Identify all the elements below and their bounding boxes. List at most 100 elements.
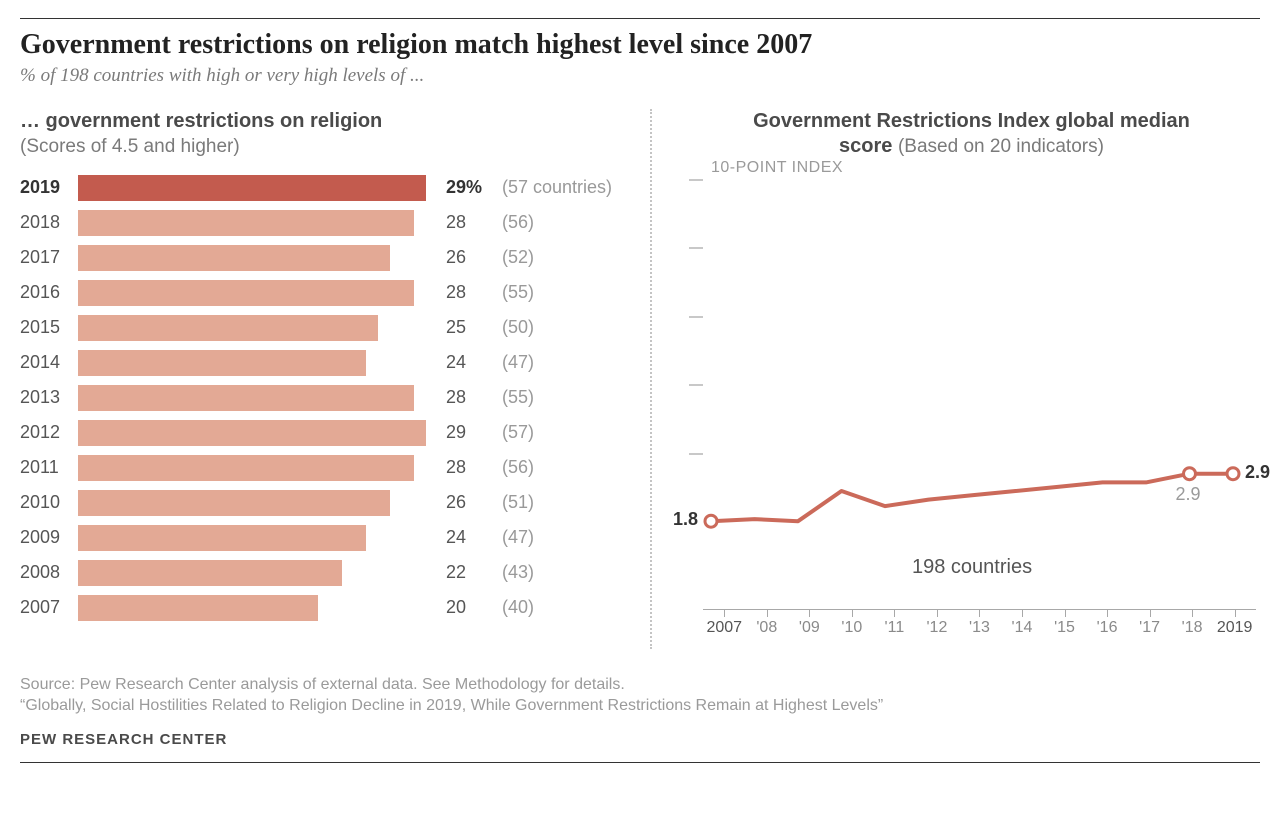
- x-tick-label: '11: [873, 619, 916, 637]
- x-tick-label: 2019: [1213, 619, 1256, 637]
- report-title-quote: “Globally, Social Hostilities Related to…: [20, 697, 1260, 715]
- bar-fill: [78, 245, 390, 271]
- bar-fill: [78, 420, 426, 446]
- bar-row: 2012 29(57): [20, 417, 620, 448]
- bar-year-label: 2009: [20, 527, 78, 548]
- bar-count-label: (40): [498, 597, 534, 618]
- bar-track: [78, 210, 438, 236]
- bar-value-label: 29%: [438, 177, 498, 198]
- bar-track: [78, 595, 438, 621]
- bar-fill: [78, 280, 414, 306]
- line-point-label: 1.8: [673, 509, 698, 530]
- bar-value-label: 20: [438, 597, 498, 618]
- bar-row: 2017 26(52): [20, 242, 620, 273]
- bar-fill: [78, 455, 414, 481]
- bar-year-label: 2008: [20, 562, 78, 583]
- bar-fill: [78, 315, 378, 341]
- x-tick-label: '09: [788, 619, 831, 637]
- bar-row: 2018 28(56): [20, 207, 620, 238]
- bar-value-label: 26: [438, 247, 498, 268]
- bar-value-label: 24: [438, 352, 498, 373]
- bar-value-label: 24: [438, 527, 498, 548]
- x-tick-label: '15: [1043, 619, 1086, 637]
- bar-track: [78, 420, 438, 446]
- bar-track: [78, 455, 438, 481]
- bar-row: 2009 24(47): [20, 522, 620, 553]
- bar-year-label: 2017: [20, 247, 78, 268]
- bar-track: [78, 490, 438, 516]
- line-chart-panel: Government Restrictions Index global med…: [653, 109, 1260, 649]
- top-rule: [20, 18, 1260, 19]
- bar-row: 201628(55): [20, 277, 620, 308]
- bar-year-label: 2019: [20, 177, 78, 198]
- panels-container: … government restrictions on religion (S…: [20, 109, 1260, 649]
- bar-count-label: (57): [498, 422, 534, 443]
- bar-year-label: 2016: [20, 282, 78, 303]
- bar-year-label: 2011: [20, 457, 78, 478]
- bar-count-label: (43): [498, 562, 534, 583]
- bar-count-label: (57 countries): [498, 177, 612, 198]
- x-tick-label: '18: [1171, 619, 1214, 637]
- bar-row: 2007 20(40): [20, 592, 620, 623]
- bar-track: [78, 245, 438, 271]
- x-tick-label: 2007: [703, 619, 746, 637]
- bar-year-label: 2010: [20, 492, 78, 513]
- chart-title: Government restrictions on religion matc…: [20, 29, 1260, 61]
- left-panel-subhead: (Scores of 4.5 and higher): [20, 136, 620, 158]
- right-panel-heading-line1: Government Restrictions Index global med…: [753, 110, 1190, 132]
- chart-subtitle: % of 198 countries with high or very hig…: [20, 65, 1260, 87]
- bar-fill: [78, 525, 366, 551]
- bar-value-label: 28: [438, 387, 498, 408]
- bar-value-label: 22: [438, 562, 498, 583]
- bar-count-label: (56): [498, 212, 534, 233]
- bar-value-label: 28: [438, 457, 498, 478]
- line-point-label: 2.9: [1176, 484, 1201, 505]
- bar-row: 2019 29%(57 countries): [20, 172, 620, 203]
- right-panel-heading-line2a: score: [839, 135, 898, 157]
- x-axis-ticks: 2007'08'09'10'11'12'13'14'15'16'17'18201…: [703, 619, 1256, 637]
- bar-count-label: (56): [498, 457, 534, 478]
- bar-track: [78, 175, 438, 201]
- bar-count-label: (52): [498, 247, 534, 268]
- line-point-label: 2.9: [1245, 462, 1270, 483]
- x-tick-label: '17: [1128, 619, 1171, 637]
- bar-row: 2011 28(56): [20, 452, 620, 483]
- bar-value-label: 25: [438, 317, 498, 338]
- bar-value-label: 28: [438, 212, 498, 233]
- source-text: Source: Pew Research Center analysis of …: [20, 673, 1260, 697]
- bar-fill: [78, 210, 414, 236]
- bar-year-label: 2013: [20, 387, 78, 408]
- bar-fill: [78, 490, 390, 516]
- bottom-rule: [20, 762, 1260, 763]
- countries-label: 198 countries: [912, 556, 1032, 579]
- bar-chart-body: 201929%(57 countries)201828(56)201726(52…: [20, 172, 620, 623]
- bar-value-label: 26: [438, 492, 498, 513]
- bar-year-label: 2015: [20, 317, 78, 338]
- bar-track: [78, 315, 438, 341]
- bar-count-label: (47): [498, 527, 534, 548]
- bar-track: [78, 385, 438, 411]
- line-chart-body: 10-POINT INDEX 1.82.92.9198 countries200…: [683, 159, 1260, 649]
- left-panel-heading: … government restrictions on religion: [20, 109, 620, 134]
- bar-value-label: 29: [438, 422, 498, 443]
- bar-fill: [78, 595, 318, 621]
- bar-row: 201328(55): [20, 382, 620, 413]
- bar-year-label: 2014: [20, 352, 78, 373]
- bar-track: [78, 525, 438, 551]
- bar-track: [78, 350, 438, 376]
- brand-label: PEW RESEARCH CENTER: [20, 731, 1260, 748]
- bar-year-label: 2007: [20, 597, 78, 618]
- x-tick-label: '13: [958, 619, 1001, 637]
- bar-year-label: 2018: [20, 212, 78, 233]
- bar-row: 201525(50): [20, 312, 620, 343]
- bar-fill: [78, 350, 366, 376]
- bar-count-label: (51): [498, 492, 534, 513]
- x-tick-label: '10: [831, 619, 874, 637]
- bar-chart-panel: … government restrictions on religion (S…: [20, 109, 650, 649]
- bar-count-label: (55): [498, 282, 534, 303]
- x-tick-label: '14: [1001, 619, 1044, 637]
- x-tick-label: '12: [916, 619, 959, 637]
- bar-track: [78, 280, 438, 306]
- bar-count-label: (47): [498, 352, 534, 373]
- bar-year-label: 2012: [20, 422, 78, 443]
